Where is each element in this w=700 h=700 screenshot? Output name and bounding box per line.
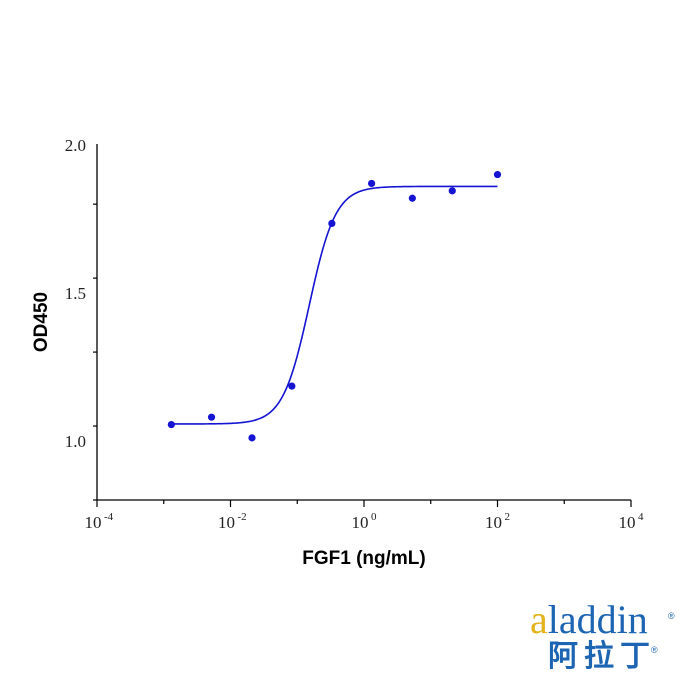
y-axis-title: OD450 [31,292,52,352]
x-tick-label: 10 -2 [218,511,247,532]
data-points [167,170,502,442]
x-tick-base: 10 [619,513,636,532]
y-tick-label: 1.0 [65,432,86,451]
x-tick-exponent: -2 [238,511,247,523]
data-point [448,187,456,195]
y-tick-label: 1.5 [65,284,86,303]
data-point [368,179,376,188]
x-tick-exponent: 0 [371,511,377,523]
x-axis-ticks: 10 -4 10 -2 10 0 10 2 10 4 [85,500,645,532]
x-tick-label: 10 0 [352,511,378,532]
fit-curve [171,185,498,425]
data-point [328,219,336,227]
x-tick-base: 10 [85,513,102,532]
x-tick-base: 10 [218,513,235,532]
x-tick-exponent: 4 [638,511,644,523]
data-point [288,382,296,390]
data-point [207,413,216,421]
x-tick-exponent: 2 [505,511,511,523]
data-point [167,420,175,429]
y-axis-ticks: 1.0 1.5 2.0 [65,136,97,501]
x-axis-title: FGF1 (ng/mL) [302,548,425,569]
data-point [493,170,502,179]
axes [96,144,631,501]
x-tick-label: 10 4 [619,511,645,532]
data-point [408,194,416,202]
y-tick-label: 2.0 [65,136,86,155]
x-tick-base: 10 [485,513,502,532]
x-tick-base: 10 [352,513,369,532]
x-tick-exponent: -4 [104,511,114,523]
x-tick-label: 10 2 [485,511,510,532]
x-tick-label: 10 -4 [85,511,114,532]
data-point [248,434,256,442]
